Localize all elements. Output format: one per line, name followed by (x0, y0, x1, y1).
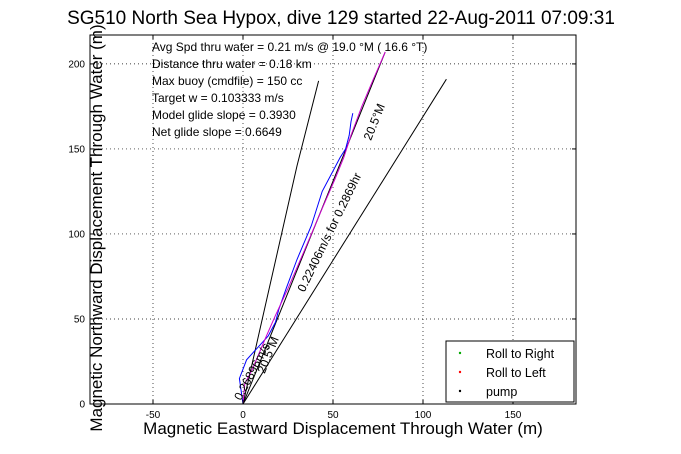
segment-labels: 20.5°M0.22406m/s for 0.2869hr20.5°M0.268… (231, 102, 388, 403)
x-axis-label: Magnetic Eastward Displacement Through W… (143, 419, 543, 438)
legend-box (445, 340, 575, 403)
y-tick-label: 50 (74, 314, 86, 325)
annotation-line: Max buoy (cmdfile) = 150 cc (152, 74, 302, 88)
annotations: Avg Spd thru water = 0.21 m/s @ 19.0 °M … (152, 40, 427, 139)
x-tick-label: -50 (146, 410, 161, 421)
y-tick-label: 150 (68, 144, 85, 155)
legend-label: Roll to Right (486, 347, 555, 361)
series-lines (238, 51, 386, 405)
x-tick-label: 50 (327, 410, 339, 421)
annotation-line: Avg Spd thru water = 0.21 m/s @ 19.0 °M … (152, 40, 427, 54)
annotation-line: Model glide slope = 0.3930 (152, 108, 296, 122)
legend-marker (458, 389, 462, 393)
reference-line (242, 78, 447, 405)
reference-line (242, 80, 320, 405)
x-tick-label: 150 (505, 410, 522, 421)
legend-label: Roll to Left (486, 366, 546, 380)
legend-label: pump (486, 385, 517, 399)
legend-marker (458, 351, 462, 355)
y-axis-label: Magnetic Northward Displacement Through … (87, 24, 106, 431)
annotation-line: Net glide slope = 0.6649 (152, 125, 282, 139)
track-line (242, 51, 386, 405)
legend: Roll to Right Roll to Left pump (445, 340, 575, 403)
track-line (238, 113, 354, 405)
segment-label: 20.5°M (361, 102, 388, 143)
annotation-line: Distance thru water = 0.18 km (152, 57, 312, 71)
legend-marker (458, 370, 462, 374)
y-tick-label: 200 (68, 59, 85, 70)
y-tick-label: 100 (68, 229, 85, 240)
x-tick-label: 0 (240, 410, 246, 421)
chart-title: SG510 North Sea Hypox, dive 129 started … (67, 8, 615, 29)
annotation-line: Target w = 0.103333 m/s (152, 91, 284, 105)
axis-ticks: -50 0 50 100 150 0 50 100 150 200 (68, 35, 576, 421)
y-tick-label: 0 (79, 400, 85, 411)
x-tick-label: 100 (415, 410, 432, 421)
